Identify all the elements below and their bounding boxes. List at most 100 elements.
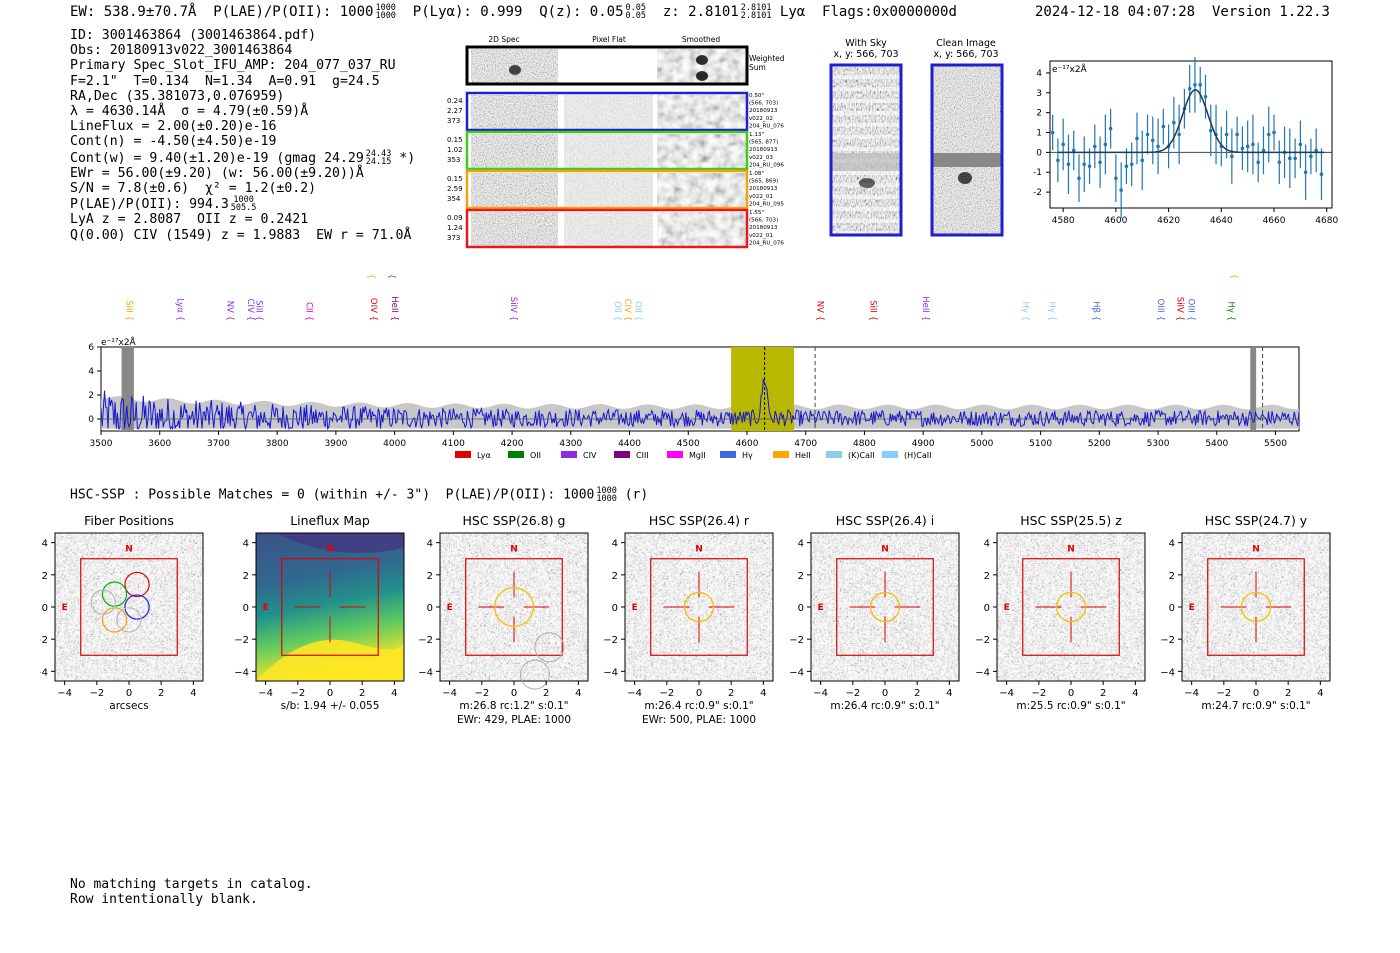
zoom-point [1235,132,1239,137]
plya-value: P(Lyα): 0.999 [412,4,523,20]
spectrum-xtick: 3900 [324,439,347,449]
panel-ytick: −2 [603,635,618,646]
emission-line-label: OIII { [1186,299,1196,321]
sky-images [829,63,1004,237]
emission-line-label: OII { [386,275,396,279]
legend-item: (H)CaII [882,451,931,460]
panel-ytick: −2 [1160,635,1175,646]
gaussian-fit [1057,89,1325,154]
panel-ytick: −2 [975,635,990,646]
info-lineflux: LineFlux = 2.00(±0.20)e-16 [70,119,277,135]
info-lya-z: LyA z = 2.8087 OII z = 0.2421 [70,212,309,228]
zoom-point [1251,142,1255,147]
target-circle [1055,591,1087,623]
panel-xtick: 0 [1253,688,1259,699]
panel-title: HSC SSP(26.8) g [463,513,566,528]
panel-caption: s/b: 1.94 +/- 0.055 [281,700,380,712]
legend-item: MgII [667,451,706,460]
zoom-point [1087,164,1092,169]
info-contn: Cont(n) = -4.50(±4.50)e-19 [70,134,277,150]
cutout-row-meta: (565, 877) [749,140,778,146]
aperture-box [650,558,748,656]
cutout-row: 0.15 1.02 353 1.13" (565, 877)20180913 v022_0… [447,130,784,171]
panel-ytick: 0 [427,603,433,614]
panel-ytick: 2 [1169,571,1175,582]
panel-xtick: 4 [946,688,952,699]
aperture-box [465,558,563,656]
cutout-row-meta: 204_RU_095 [749,201,784,207]
panel-ytick: 2 [984,571,990,582]
cutout-row-meta: 20180913 [749,147,778,153]
panel-ytick: 2 [42,571,48,582]
panel-ytick: 0 [612,603,618,614]
cutout-row-border [465,130,749,171]
zoom-point [1293,156,1297,161]
cutout-row-value: 373 [447,234,460,242]
zoom-point [1056,158,1060,163]
cutout-row-meta: 1.55" [749,210,764,216]
panel-xtick: 4 [1317,688,1323,699]
spectrum-xtick: 4700 [794,439,817,449]
cutout-row-value: 0.15 [447,175,463,183]
sum-label: Sum [749,63,766,72]
panel-ytick: 4 [798,539,804,550]
emission-line-label: Hγ { [1020,301,1030,321]
info-slot: Primary Spec_Slot_IFU_AMP: 204_077_037_R… [70,58,396,74]
legend-item: HeII [773,451,811,460]
spectrum-xtick: 4100 [442,439,465,449]
cutout-row-value: 353 [447,156,460,164]
legend-item: CIV [561,451,597,460]
cutout-row-value: 1.02 [447,146,463,154]
panel-ytick: 2 [243,571,249,582]
svg-text:Hγ: Hγ [742,451,753,460]
weighted-label: Weighted [749,54,785,63]
zoom-point [1203,94,1208,99]
info-sn: S/N = 7.8(±0.6) χ² = 1.2(±0.2) [70,181,317,197]
panel-xtick: 2 [728,688,734,699]
panel-ytick: 2 [427,571,433,582]
col-smooth-label: Smoothed [682,35,721,44]
panel-ytick: 4 [612,539,618,550]
emission-line-label: SiII { [123,300,133,321]
panel-image [811,533,959,681]
zoom-point [1082,162,1087,167]
panel-ytick: 2 [612,571,618,582]
panel-xtick: −4 [258,688,273,699]
svg-text:(K)CaII: (K)CaII [848,451,875,460]
panel-xtick: −4 [442,688,457,699]
spectrum-xtick: 5100 [1029,439,1052,449]
cutout-row-meta: 20180913 [749,225,778,231]
panel-image [997,533,1145,681]
panel-xtick: 4 [190,688,196,699]
aperture-box [1207,558,1305,656]
panel-caption: m:25.5 rc:0.9" s:0.1" [1016,700,1125,712]
panel-ytick: −4 [603,667,618,678]
emission-line-label: Hγ { [1046,301,1056,321]
spectrum-xtick: 5200 [1088,439,1111,449]
zoom-point [1140,158,1145,163]
cutout-row-meta: (566, 703) [749,218,778,224]
zoom-point [1240,146,1245,151]
panel-ytick: −2 [418,635,433,646]
header-bar: EW: 538.9±70.7Å P(LAE)/P(OII): 1000 1000 1… [70,3,957,21]
zoom-point [1145,132,1150,137]
emission-line-label: OIV { [368,298,378,321]
detection-info: ID: 3001463864 (3001463864.pdf) Obs: 201… [70,28,415,243]
panel-ytick: −4 [789,667,804,678]
zoom-xtick: 4680 [1315,216,1338,226]
emission-line-label: NV { [815,301,825,321]
zoom-point [1050,130,1055,135]
zoom-point [1245,144,1250,149]
zoom-point [1124,164,1129,169]
spectrum-xtick: 3700 [207,439,230,449]
cutout-row-value: 0.15 [447,136,463,144]
panel-caption: arcsecs [109,700,148,712]
zoom-point [1298,142,1303,147]
panel-ytick: −2 [789,635,804,646]
emission-line-label: OIII { [1155,299,1165,321]
panel-caption-2: EWr: 500, PLAE: 1000 [642,714,756,726]
spectrum-xtick: 4200 [501,439,524,449]
image-panel: Fiber Positions N E −4 −4 −2 −2 0 0 2 2 4 4 arcsecs [40,513,204,712]
zoom-ytick: 1 [1036,129,1042,139]
weighted-sum-row: Weighted Sum [465,45,785,86]
